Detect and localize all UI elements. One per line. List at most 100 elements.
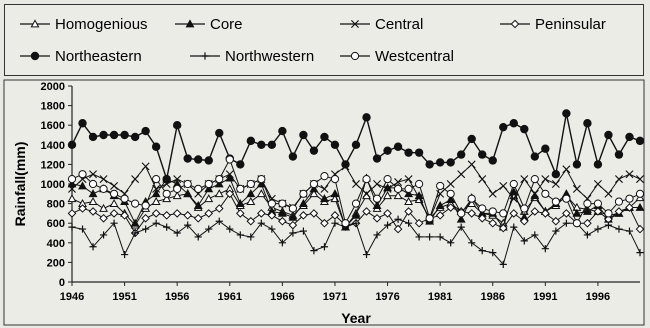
data-point-central: [593, 180, 602, 188]
data-point-northwestern: [373, 231, 381, 239]
data-point-central: [625, 170, 634, 179]
data-point-peninsular: [278, 216, 287, 226]
data-point-westcentral: [478, 204, 487, 213]
data-point-peninsular: [309, 209, 319, 218]
data-point-peninsular: [88, 207, 98, 216]
data-point-core: [572, 208, 582, 217]
data-point-westcentral: [109, 189, 119, 198]
data-point-peninsular: [183, 211, 193, 220]
data-point-northwestern: [552, 227, 560, 235]
data-point-homogenious: [204, 194, 214, 203]
data-point-northeastern: [288, 152, 298, 161]
data-point-northeastern: [625, 132, 634, 142]
data-point-peninsular: [509, 209, 519, 218]
data-point-westcentral: [152, 175, 161, 184]
data-point-northeastern: [246, 136, 256, 146]
data-point-westcentral: [299, 189, 308, 198]
data-point-central: [467, 160, 476, 169]
data-point-northwestern: [447, 239, 455, 247]
data-point-northwestern: [415, 233, 423, 241]
data-point-northeastern: [520, 124, 529, 134]
data-point-peninsular: [299, 211, 308, 220]
data-point-westcentral: [383, 175, 392, 184]
data-point-northwestern: [142, 225, 150, 233]
legend-marker-homogenious: [30, 19, 40, 28]
data-point-northwestern: [625, 227, 634, 235]
data-point-core: [67, 179, 77, 188]
data-point-peninsular: [267, 211, 277, 220]
data-point-peninsular: [583, 218, 592, 228]
data-point-northeastern: [278, 126, 287, 136]
data-point-northwestern: [436, 233, 444, 241]
x-tick-label: 1956: [165, 291, 189, 303]
data-point-peninsular: [193, 213, 203, 223]
data-point-peninsular: [625, 203, 634, 212]
data-point-northwestern: [531, 231, 539, 239]
series-northeastern: [67, 109, 645, 184]
data-point-central: [562, 165, 571, 174]
data-point-northeastern: [351, 140, 361, 149]
data-point-westcentral: [593, 199, 603, 208]
y-tick-label: 0: [59, 277, 65, 289]
data-point-northeastern: [372, 154, 382, 163]
data-point-central: [520, 175, 529, 184]
legend-entry-central: Central: [340, 16, 423, 33]
data-point-core: [235, 198, 245, 207]
data-point-westcentral: [425, 214, 434, 223]
data-point-northwestern: [226, 225, 234, 233]
legend-entry-peninsular: Peninsular: [500, 16, 606, 33]
data-point-northeastern: [330, 140, 340, 149]
data-point-westcentral: [173, 184, 182, 193]
data-point-peninsular: [235, 209, 245, 218]
data-point-northeastern: [509, 119, 518, 128]
data-point-northeastern: [151, 142, 161, 151]
data-point-central: [225, 170, 234, 179]
legend-label-homogenious: Homogenious: [55, 16, 148, 33]
data-point-homogenious: [404, 197, 414, 206]
legend-entry-northeastern: Northeastern: [20, 48, 142, 65]
data-point-central: [415, 193, 424, 202]
data-point-peninsular: [562, 209, 571, 218]
data-point-westcentral: [404, 184, 413, 193]
y-tick-label: 1200: [41, 159, 65, 171]
data-point-central: [478, 175, 487, 184]
x-tick-label: 1971: [323, 291, 347, 303]
data-point-central: [436, 189, 445, 198]
data-point-homogenious: [383, 191, 393, 200]
data-point-northwestern: [268, 225, 276, 233]
data-point-northwestern: [236, 231, 244, 239]
data-point-northeastern: [414, 148, 424, 157]
data-point-central: [457, 170, 466, 179]
data-point-core: [225, 173, 235, 182]
data-point-northeastern: [383, 146, 392, 155]
data-point-westcentral: [583, 199, 592, 208]
data-point-core: [404, 189, 414, 198]
data-point-northwestern: [468, 239, 476, 247]
x-tick-label: 1946: [60, 291, 84, 303]
legend-marker-peninsular: [510, 19, 520, 29]
data-point-peninsular: [530, 207, 540, 216]
data-point-northeastern: [299, 130, 308, 140]
data-point-peninsular: [288, 220, 298, 230]
data-point-northwestern: [331, 219, 339, 227]
data-point-peninsular: [372, 213, 382, 223]
data-point-central: [152, 184, 161, 193]
data-point-peninsular: [99, 213, 108, 223]
data-point-northwestern: [594, 225, 602, 233]
data-point-northwestern: [489, 249, 497, 257]
data-point-westcentral: [67, 175, 77, 184]
data-point-core: [435, 200, 445, 209]
data-point-northeastern: [562, 109, 571, 118]
data-point-northeastern: [320, 132, 329, 142]
data-point-westcentral: [131, 199, 140, 208]
data-point-westcentral: [436, 181, 445, 191]
data-point-core: [446, 195, 456, 204]
series-westcentral: [67, 155, 645, 228]
data-point-northeastern: [456, 150, 466, 159]
data-point-homogenious: [88, 197, 98, 206]
data-point-homogenious: [109, 198, 119, 207]
data-point-peninsular: [67, 209, 77, 218]
data-point-peninsular: [204, 209, 214, 218]
data-point-northwestern: [362, 250, 371, 259]
